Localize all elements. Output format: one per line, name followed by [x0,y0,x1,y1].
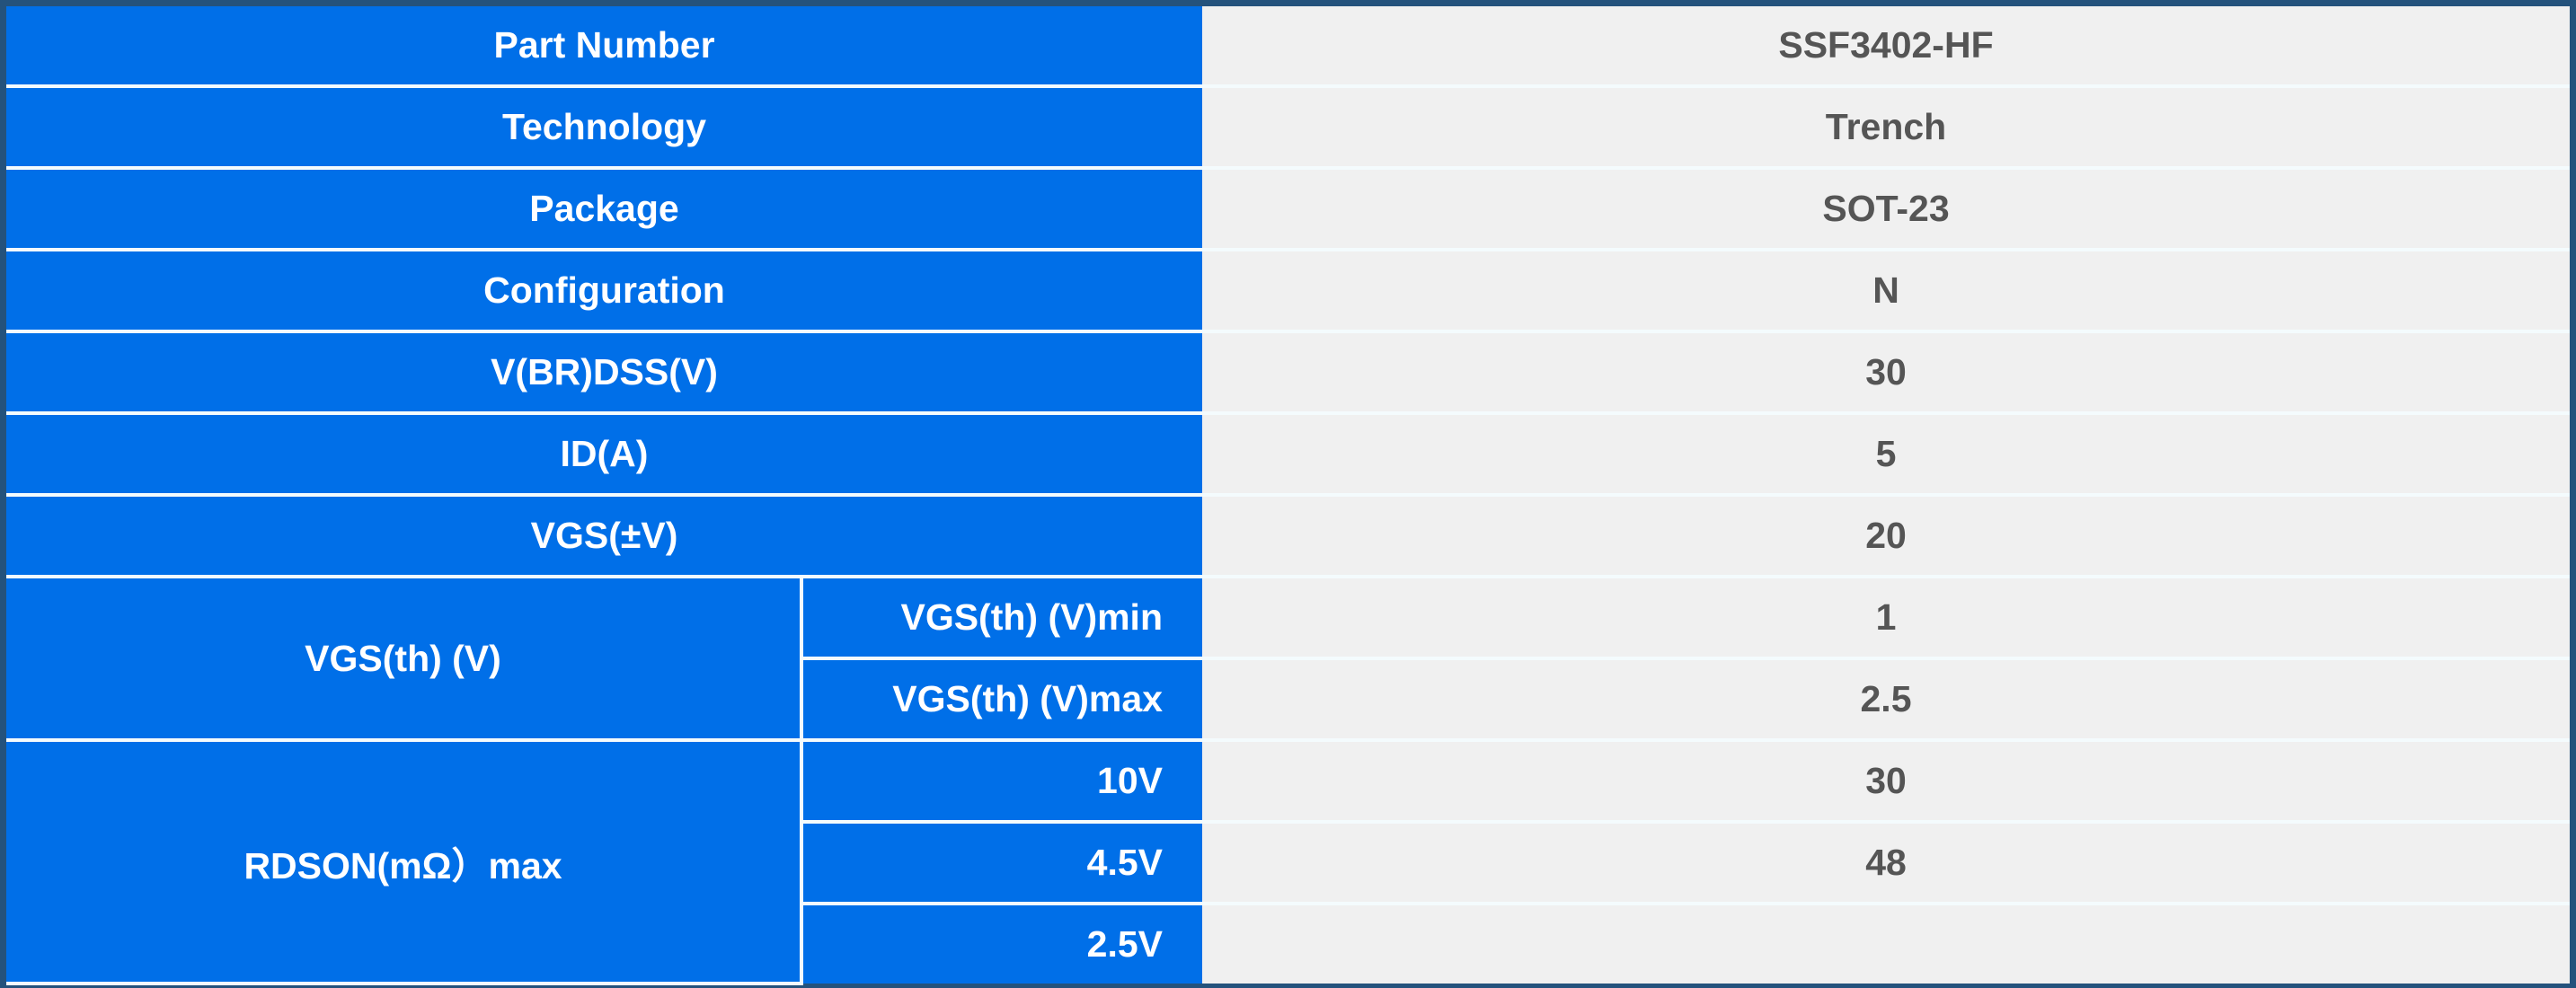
table-row: 4.5V 48 [6,820,2570,905]
rdson-group-label: RDSON(mΩ）max [6,738,803,985]
row-value [1202,902,2570,984]
sub-label: VGS(th) (V)max [801,657,1202,742]
row-value: 30 [1202,330,2570,415]
table-row: 2.5V [6,902,2570,984]
row-value: 48 [1202,820,2570,905]
table-row: Package SOT-23 [6,166,2570,251]
row-value: SOT-23 [1202,166,2570,251]
table-row: VGS(th) (V) VGS(th) (V)min 1 [6,575,2570,742]
row-label: VGS(±V) [6,493,1202,578]
row-label: Part Number [6,6,1202,88]
spec-table: Part Number SSF3402-HF Technology Trench P… [6,6,2570,985]
table-row: Part Number SSF3402-HF [6,6,2570,88]
sub-label: 4.5V [801,820,1202,905]
row-value: 1 [1202,575,2570,660]
row-value: 2.5 [1202,657,2570,742]
sub-label: 2.5V [801,902,1202,984]
row-label: ID(A) [6,411,1202,497]
sub-label: VGS(th) (V)min [800,575,1202,660]
row-label: Technology [6,84,1202,170]
table-row: ID(A) 5 [6,411,2570,497]
sub-label: 10V [800,738,1202,824]
row-label: Configuration [6,248,1202,333]
row-value: SSF3402-HF [1202,6,2570,88]
row-value: N [1202,248,2570,333]
table-row: VGS(th) (V)max 2.5 [6,657,2570,742]
table-row: Technology Trench [6,84,2570,170]
row-value: 30 [1202,738,2570,824]
table-row: VGS(±V) 20 [6,493,2570,578]
row-label: Package [6,166,1202,251]
row-value: Trench [1202,84,2570,170]
row-label: V(BR)DSS(V) [6,330,1202,415]
row-value: 5 [1202,411,2570,497]
table-row: Configuration N [6,248,2570,333]
table-row: RDSON(mΩ）max 10V 30 [6,738,2570,985]
spec-table-frame: Part Number SSF3402-HF Technology Trench P… [6,6,2570,985]
vgs-th-group-label: VGS(th) (V) [6,575,803,742]
row-value: 20 [1202,493,2570,578]
table-row: V(BR)DSS(V) 30 [6,330,2570,415]
